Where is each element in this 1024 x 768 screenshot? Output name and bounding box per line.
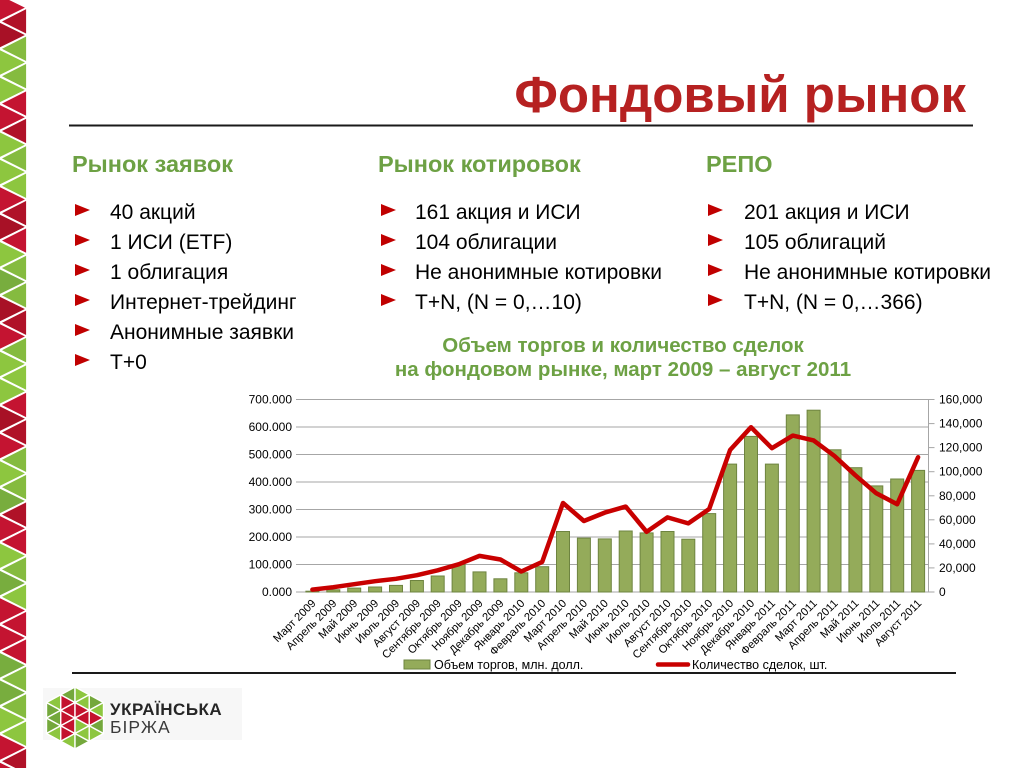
svg-text:700.000: 700.000 (249, 393, 293, 407)
svg-text:80,000: 80,000 (939, 489, 976, 503)
svg-text:400.000: 400.000 (249, 475, 293, 489)
svg-text:20,000: 20,000 (939, 561, 976, 575)
svg-text:160,000: 160,000 (939, 393, 983, 407)
svg-text:600.000: 600.000 (249, 420, 293, 434)
svg-text:200.000: 200.000 (249, 530, 293, 544)
svg-text:500.000: 500.000 (249, 448, 293, 462)
svg-text:300.000: 300.000 (249, 503, 293, 517)
svg-text:140,000: 140,000 (939, 417, 983, 431)
svg-text:60,000: 60,000 (939, 513, 976, 527)
svg-text:40,000: 40,000 (939, 537, 976, 551)
svg-text:0.000: 0.000 (262, 585, 292, 599)
svg-text:100,000: 100,000 (939, 465, 983, 479)
svg-text:100.000: 100.000 (249, 558, 293, 572)
svg-text:0: 0 (939, 585, 946, 599)
svg-text:120,000: 120,000 (939, 441, 983, 455)
